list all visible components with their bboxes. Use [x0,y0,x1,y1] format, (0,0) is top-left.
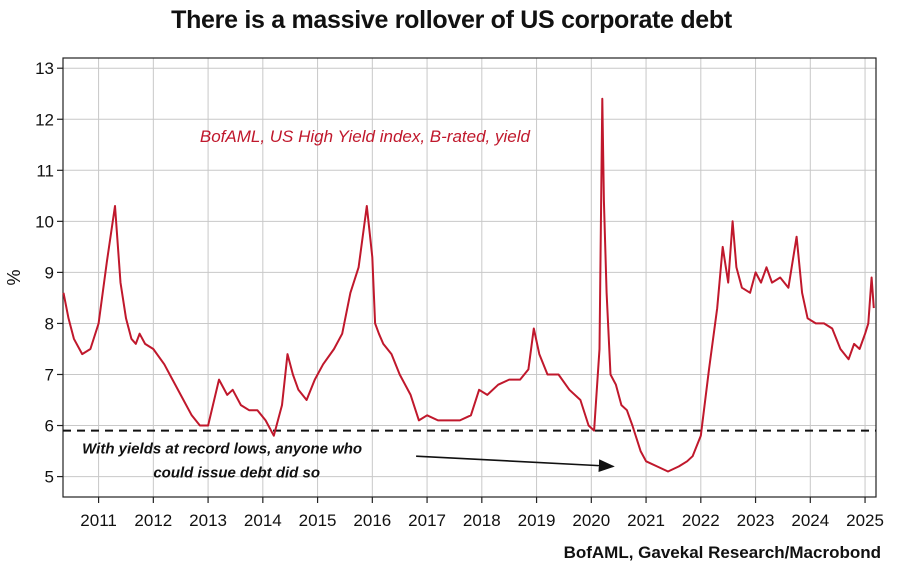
plot-frame [62,57,877,498]
y-tick-label: 13 [35,59,54,78]
y-tick-label: 11 [36,161,54,180]
series-name-label: BofAML, US High Yield index, B-rated, yi… [200,127,531,146]
x-tick-label: 2019 [518,511,556,530]
source-credit: BofAML, Gavekal Research/Macrobond [563,543,881,562]
annotation-group: With yields at record lows, anyone who c… [82,441,615,482]
y-tick-label: 12 [35,110,54,129]
y-tick-label: 5 [45,468,54,487]
x-tick-label: 2022 [682,511,720,530]
x-tick-label: 2015 [299,511,337,530]
x-tick-label: 2014 [244,511,282,530]
series-layer [62,97,875,473]
y-tick-label: 9 [45,263,54,282]
y-tick-label: 6 [45,417,54,436]
x-tick-label: 2023 [737,511,775,530]
series-line-hy-b-yield [62,97,875,473]
annotation-text-line1: With yields at record lows, anyone who [82,441,362,458]
x-tick-label: 2020 [572,511,610,530]
x-tick-label: 2025 [846,511,884,530]
axes [57,57,877,503]
y-tick-label: 10 [35,212,54,231]
y-tick-label: 8 [45,314,54,333]
annotation-text-line2: could issue debt did so [153,465,320,482]
x-tick-label: 2024 [791,511,829,530]
x-tick-label: 2017 [408,511,446,530]
y-axis-label: % [4,269,24,285]
x-tick-label: 2021 [627,511,665,530]
y-tick-label: 7 [45,365,54,384]
annotation-arrow [416,455,615,473]
tick-labels: 5 6 7 8 9 10 11 12 13 2011 2012 2013 2014 2015 2016 201… [35,59,884,530]
x-tick-label: 2013 [189,511,227,530]
x-tick-label: 2011 [80,511,117,530]
x-tick-label: 2018 [463,511,501,530]
x-tick-label: 2012 [134,511,172,530]
chart-title: There is a massive rollover of US corpor… [171,6,732,34]
x-tick-label: 2016 [353,511,391,530]
